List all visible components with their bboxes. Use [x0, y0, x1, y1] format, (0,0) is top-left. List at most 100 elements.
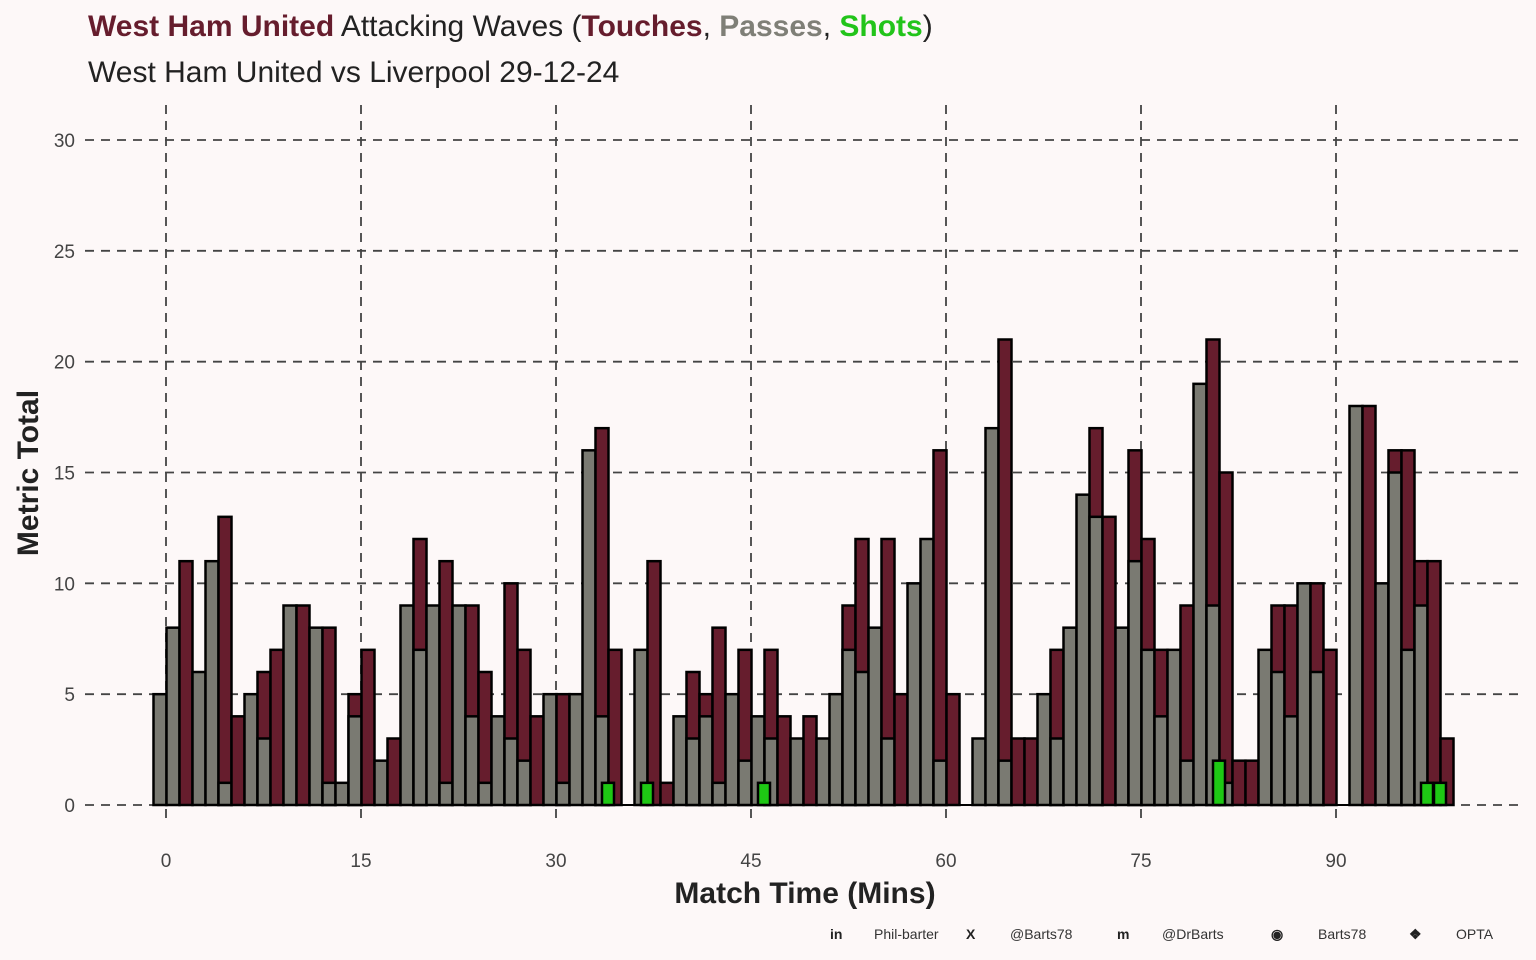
passes-bar	[217, 781, 233, 807]
touches-bar	[529, 715, 545, 807]
x-tick-label: 30	[545, 851, 566, 872]
passes-bar	[1114, 626, 1130, 807]
passes-bar	[724, 692, 740, 807]
passes-bar	[698, 715, 714, 807]
passes-bar	[555, 781, 571, 807]
footer-credit-text: OPTA	[1456, 926, 1494, 942]
title-end: )	[922, 10, 933, 43]
passes-bar	[1036, 692, 1052, 807]
passes-bar	[542, 692, 558, 807]
passes-bar	[1179, 759, 1195, 807]
passes-bar	[1400, 648, 1416, 807]
passes-bar	[334, 781, 350, 807]
bars	[152, 338, 1455, 807]
passes-bar	[906, 582, 922, 807]
dropbox-icon: ❖	[1409, 926, 1422, 942]
passes-bar	[399, 604, 415, 807]
shots-bar	[756, 781, 772, 807]
passes-bar	[438, 781, 454, 807]
passes-bar	[568, 692, 584, 807]
x-tick-label: 15	[350, 851, 371, 872]
passes-bar	[1257, 648, 1273, 807]
passes-bar	[464, 715, 480, 807]
touches-bar	[386, 737, 402, 807]
passes-bar	[1348, 404, 1364, 807]
touches-bar	[1023, 737, 1039, 807]
touches-bar	[230, 715, 246, 807]
passes-bar	[997, 759, 1013, 807]
footer-credit-text: Phil-barter	[874, 926, 939, 942]
touches-bar	[217, 515, 233, 807]
touches-bar	[1361, 404, 1377, 807]
touches-bar	[295, 604, 311, 807]
passes-bar	[308, 626, 324, 807]
title-touches: Touches	[581, 10, 703, 43]
passes-bar	[256, 737, 272, 807]
passes-bar	[1413, 604, 1429, 807]
passes-bar	[1075, 493, 1091, 807]
chart-subtitle: West Ham United vs Liverpool 29-12-24	[88, 56, 620, 89]
x-tick-label: 90	[1325, 851, 1346, 872]
touches-bar	[802, 715, 818, 807]
touches-bar	[1101, 515, 1117, 807]
passes-bar	[1309, 670, 1325, 807]
title-sep: ,	[702, 10, 720, 43]
passes-bar	[1088, 515, 1104, 807]
y-tick-label: 10	[54, 574, 75, 595]
tick-labels: 0 5 10 15 20 25 30 0 15 30 45 60 75 90	[54, 131, 1347, 872]
passes-bar	[165, 626, 181, 807]
title-passes: Passes	[719, 10, 823, 43]
passes-bar	[282, 604, 298, 807]
x-tick-label: 60	[935, 851, 956, 872]
touches-bar	[438, 559, 454, 807]
shots-bar	[1211, 759, 1227, 807]
touches-bar	[178, 559, 194, 807]
passes-bar	[880, 737, 896, 807]
title-text: Attacking Waves (	[334, 10, 582, 43]
touches-bar	[269, 648, 285, 807]
y-tick-label: 0	[64, 796, 75, 817]
x-twitter-icon: X	[966, 926, 976, 942]
title-sep: ,	[822, 10, 840, 43]
shots-bar	[1419, 781, 1435, 807]
passes-bar	[1049, 737, 1065, 807]
passes-bar	[1153, 715, 1169, 807]
touches-bar	[776, 715, 792, 807]
passes-bar	[490, 715, 506, 807]
passes-bar	[581, 449, 597, 807]
touches-bar	[945, 692, 961, 807]
passes-bar	[841, 648, 857, 807]
touches-bar	[1231, 759, 1247, 807]
passes-bar	[204, 559, 220, 807]
y-tick-label: 15	[54, 464, 75, 485]
passes-bar	[1140, 648, 1156, 807]
mastodon-icon: m	[1117, 926, 1130, 942]
touches-bar	[1322, 648, 1338, 807]
passes-bar	[932, 759, 948, 807]
passes-bar	[867, 626, 883, 807]
passes-bar	[152, 692, 168, 807]
touches-bar	[659, 781, 675, 807]
passes-bar	[672, 715, 688, 807]
x-tick-label: 0	[161, 851, 172, 872]
passes-bar	[1062, 626, 1078, 807]
shots-bar	[600, 781, 616, 807]
y-tick-label: 25	[54, 242, 75, 263]
touches-bar	[932, 449, 948, 807]
touches-bar	[1218, 471, 1234, 807]
x-tick-label: 75	[1130, 851, 1151, 872]
passes-bar	[243, 692, 259, 807]
passes-bar	[1127, 559, 1143, 807]
x-tick-label: 45	[740, 851, 761, 872]
y-axis-label: Metric Total	[12, 390, 45, 556]
passes-bar	[685, 737, 701, 807]
footer-credit-text: Barts78	[1318, 926, 1367, 942]
footer-credit-text: @DrBarts	[1162, 926, 1224, 942]
touches-bar	[893, 692, 909, 807]
passes-bar	[425, 604, 441, 807]
passes-bar	[815, 737, 831, 807]
passes-bar	[1374, 582, 1390, 807]
passes-bar	[373, 759, 389, 807]
y-tick-label: 20	[54, 353, 75, 374]
